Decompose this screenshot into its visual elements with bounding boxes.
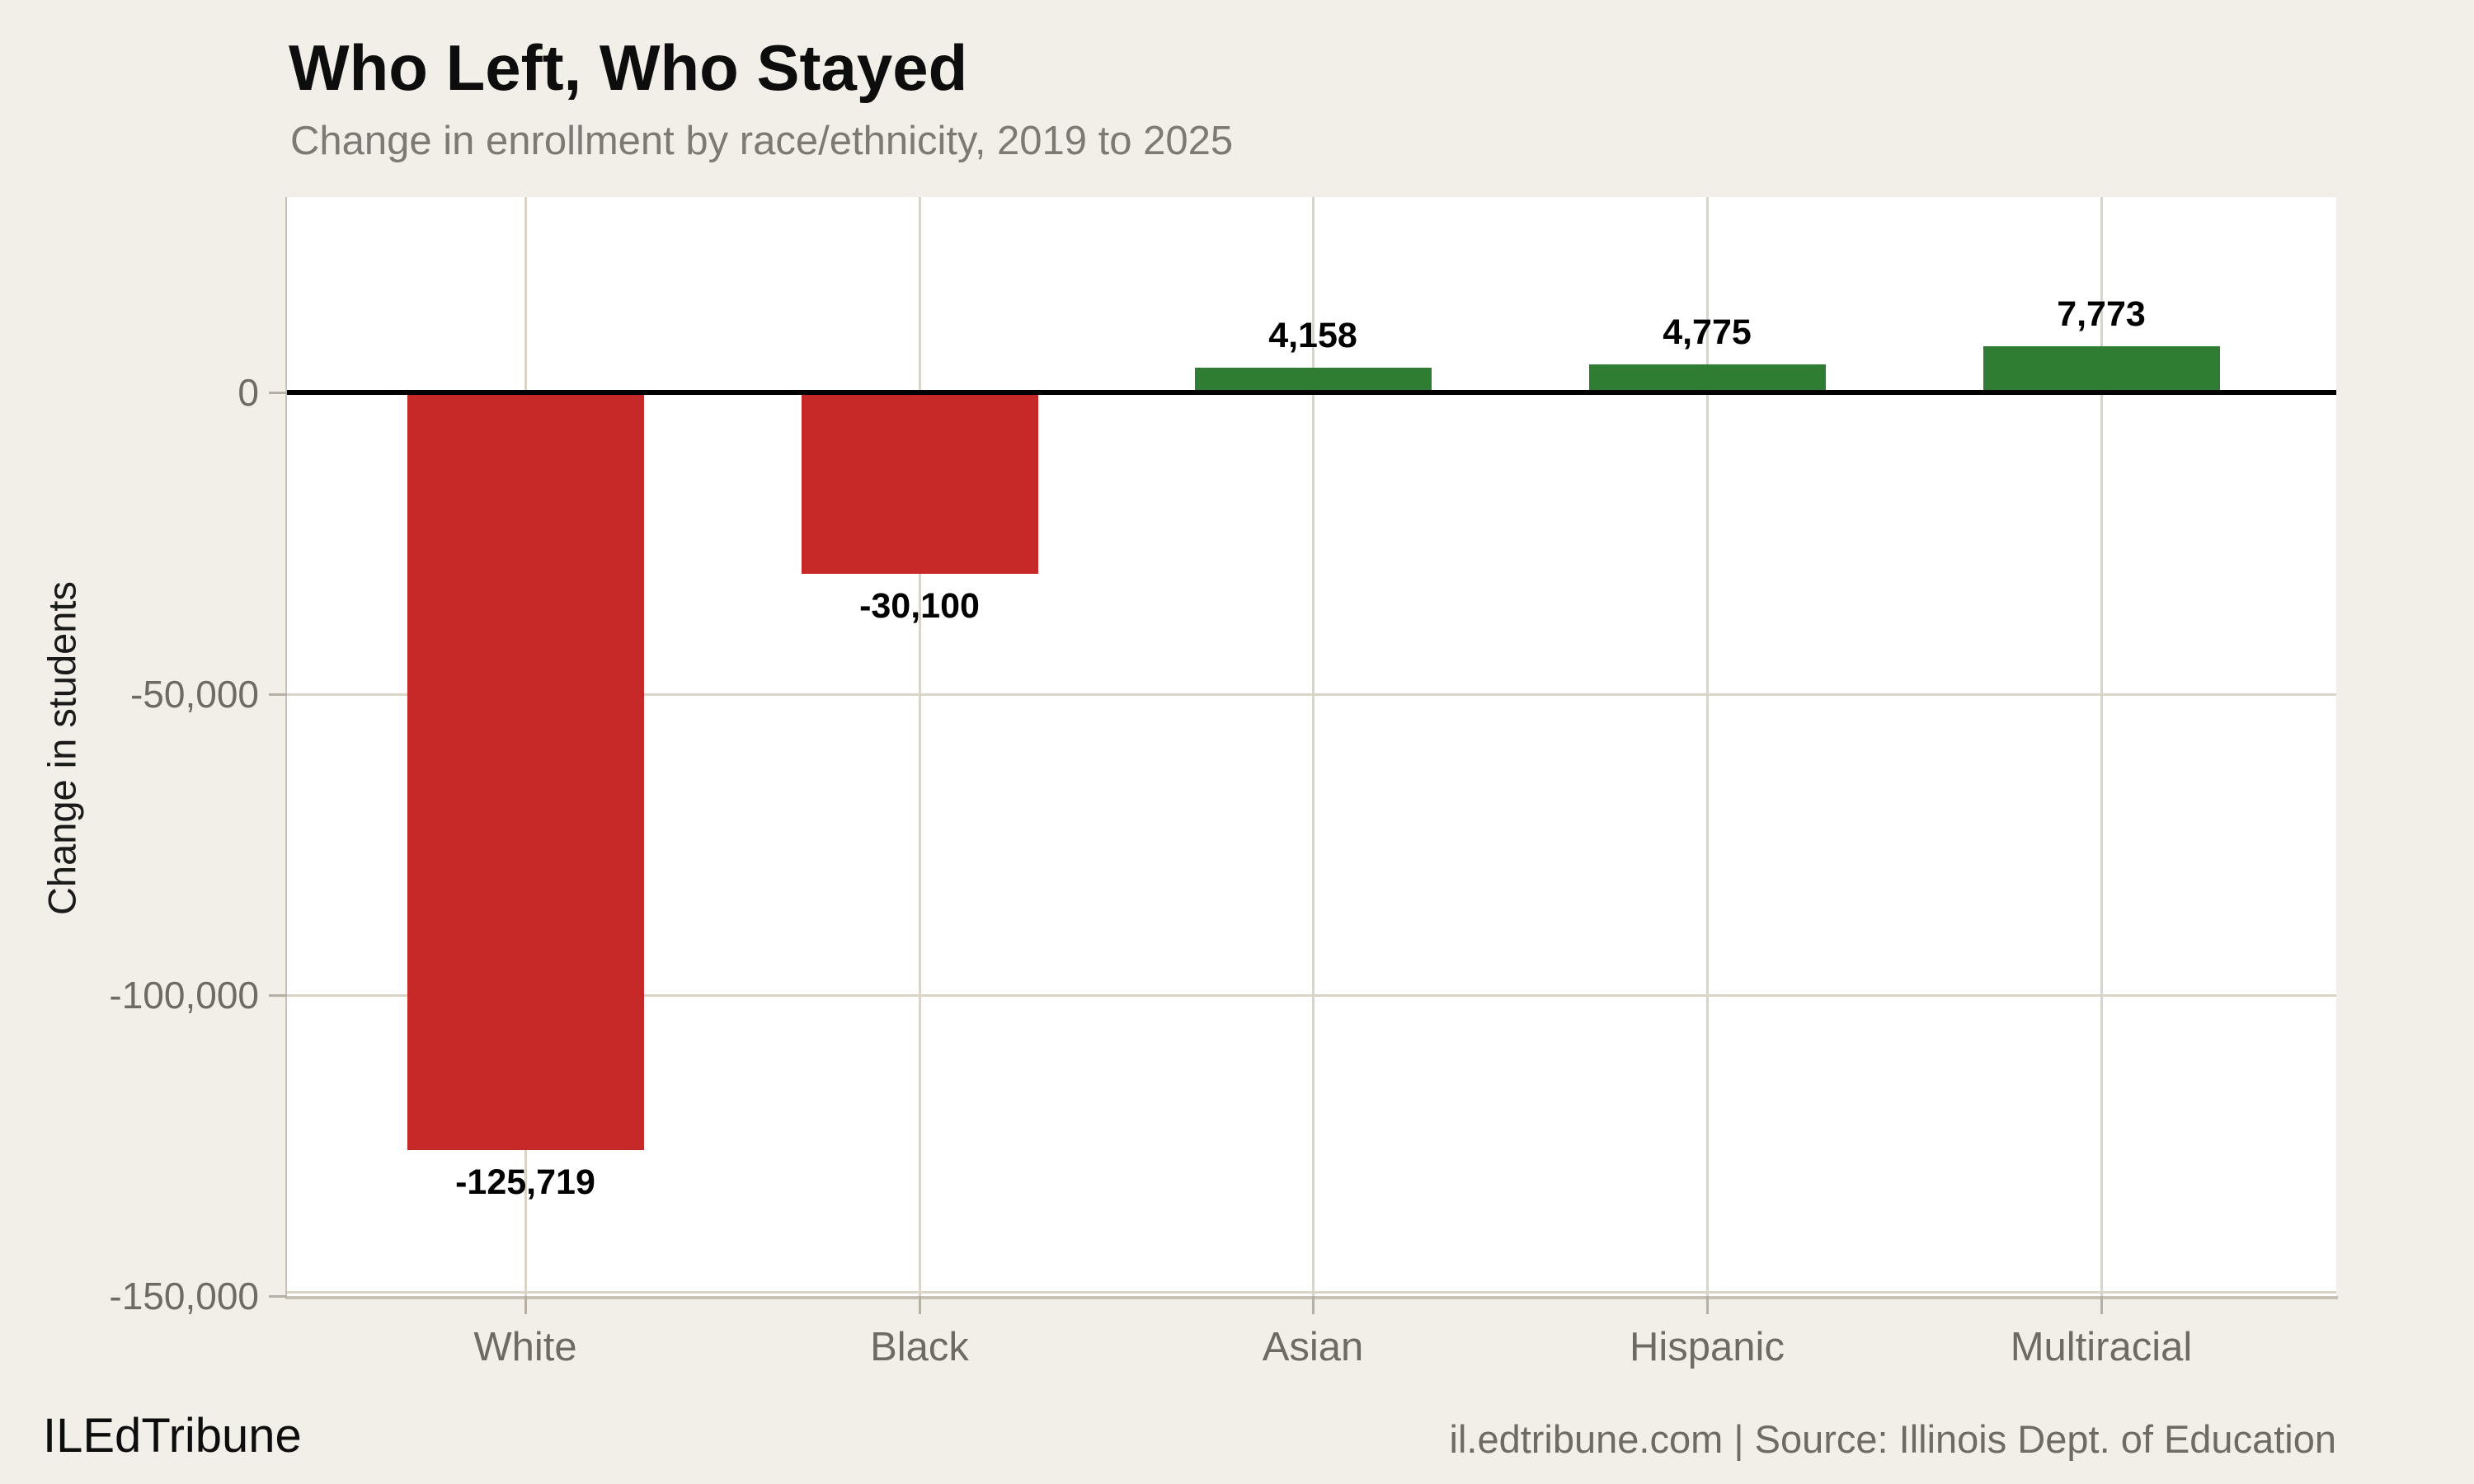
zero-baseline bbox=[287, 390, 2336, 396]
bar-white bbox=[407, 392, 644, 1150]
bar-value-label-black: -30,100 bbox=[859, 586, 980, 627]
y-tick-label--100000: -100,000 bbox=[109, 973, 259, 1017]
x-tick-mark-black bbox=[919, 1296, 921, 1314]
bar-hispanic bbox=[1588, 364, 1826, 393]
y-tick-mark-0 bbox=[269, 392, 287, 395]
bar-value-label-white: -125,719 bbox=[455, 1162, 595, 1202]
horizontal-gridline--100000 bbox=[287, 993, 2336, 997]
x-category-label-hispanic: Hispanic bbox=[1630, 1325, 1785, 1369]
x-axis-line bbox=[285, 1296, 2338, 1299]
vertical-gridline-asian bbox=[1312, 197, 1315, 1296]
horizontal-gridline--50000 bbox=[287, 693, 2336, 696]
y-axis-line bbox=[285, 197, 288, 1299]
x-category-label-white: White bbox=[473, 1325, 577, 1369]
bar-asian bbox=[1194, 368, 1432, 393]
x-category-label-black: Black bbox=[870, 1325, 969, 1369]
x-tick-mark-hispanic bbox=[1706, 1296, 1709, 1314]
chart-subtitle: Change in enrollment by race/ethnicity, … bbox=[290, 119, 1234, 163]
brand-logo-text: ILEdTribune bbox=[43, 1409, 302, 1463]
vertical-gridline-multiracial bbox=[2100, 197, 2103, 1296]
vertical-gridline-hispanic bbox=[1706, 197, 1709, 1296]
x-tick-mark-white bbox=[524, 1296, 527, 1314]
x-tick-mark-multiracial bbox=[2100, 1296, 2103, 1314]
source-attribution: il.edtribune.com | Source: Illinois Dept… bbox=[1449, 1417, 2337, 1461]
chart-title: Who Left, Who Stayed bbox=[289, 31, 968, 104]
y-tick-mark--150000 bbox=[269, 1295, 287, 1298]
plot-area: -125,719 -30,100 4,158 4,775 7,773 bbox=[287, 197, 2336, 1296]
y-tick-label-0: 0 bbox=[238, 371, 259, 415]
y-axis-title: Change in students bbox=[40, 581, 84, 916]
x-category-label-multiracial: Multiracial bbox=[2010, 1325, 2193, 1369]
bar-value-label-asian: 4,158 bbox=[1268, 316, 1357, 355]
bar-value-label-hispanic: 4,775 bbox=[1663, 312, 1752, 352]
vertical-gridline-black bbox=[919, 197, 921, 1296]
x-category-label-asian: Asian bbox=[1262, 1325, 1364, 1369]
y-tick-label--150000: -150,000 bbox=[109, 1275, 259, 1317]
bar-value-label-multiracial: 7,773 bbox=[2057, 294, 2146, 334]
y-tick-mark--50000 bbox=[269, 693, 287, 696]
bar-black bbox=[801, 392, 1038, 575]
x-tick-mark-asian bbox=[1312, 1296, 1315, 1314]
y-tick-label--50000: -50,000 bbox=[129, 672, 259, 716]
bar-multiracial bbox=[1982, 345, 2220, 393]
y-tick-mark--100000 bbox=[269, 993, 287, 997]
horizontal-gridline--150000 bbox=[287, 1291, 2336, 1294]
